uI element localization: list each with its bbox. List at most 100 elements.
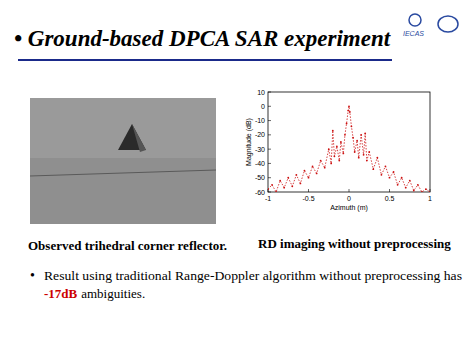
title: • Ground-based DPCA SAR experiment [14, 26, 391, 51]
series-point [385, 165, 387, 167]
series-point [372, 168, 374, 170]
series-point [368, 151, 370, 153]
series-line [268, 106, 430, 192]
series-point [360, 134, 362, 136]
series-point [283, 187, 285, 189]
series-point [409, 180, 411, 182]
corner-reflector-face [132, 124, 146, 152]
series-point [425, 188, 427, 190]
x-axis-label: Azimuth (m) [330, 204, 368, 212]
chart: -60 -50 -40 -30 -20 -10 0 10 -1 -0.5 0 0.5 1 Azimuth … [245, 89, 432, 213]
series-point [351, 125, 353, 127]
series-point [334, 155, 336, 157]
series-point [389, 177, 391, 179]
series-point [279, 180, 281, 182]
series-point [340, 141, 342, 143]
logo-mark-2 [438, 16, 458, 32]
logo-mark [409, 14, 421, 26]
series-point [287, 177, 289, 179]
x-tick-label: -0.5 [302, 195, 314, 202]
series-point [312, 165, 314, 167]
y-tick-label: -20 [255, 131, 265, 138]
series-point [352, 137, 354, 139]
y-tick [268, 134, 271, 135]
series-point [330, 163, 332, 165]
y-axis-label: Magnitude (dB) [245, 118, 253, 166]
series-point [328, 148, 330, 150]
y-tick-label: 0 [261, 103, 265, 110]
series-point [358, 157, 360, 159]
series-point [268, 188, 269, 190]
series-point [401, 177, 403, 179]
series-point [348, 105, 350, 107]
series-point [316, 173, 318, 175]
x-tick-label: -1 [265, 195, 271, 202]
series-point [346, 123, 348, 125]
logo-text: IECAS [403, 30, 424, 37]
series-point [381, 174, 383, 176]
series-point [413, 190, 415, 192]
y-tick [268, 177, 271, 178]
x-tick [268, 189, 269, 192]
series-point [349, 111, 351, 113]
y-tick-label: -50 [255, 174, 265, 181]
series-point [271, 184, 273, 186]
series-point [338, 160, 340, 162]
series-point [300, 183, 302, 185]
series-point [320, 160, 322, 162]
series-point [429, 191, 430, 192]
series-point [364, 133, 366, 135]
y-tick-label: -60 [255, 189, 265, 196]
bullet-marker: • [30, 268, 35, 283]
series-point [376, 157, 378, 159]
series-point [421, 191, 423, 192]
series-point [347, 110, 349, 112]
x-tick [308, 189, 309, 192]
y-tick [268, 192, 271, 193]
series-point [356, 140, 358, 142]
series-point [354, 151, 356, 153]
series-point [405, 187, 407, 189]
series-point [344, 134, 346, 136]
title-rule [18, 59, 392, 61]
y-tick-label: -30 [255, 146, 265, 153]
series-point [336, 145, 338, 147]
series-point [291, 185, 293, 187]
slide: • Ground-based DPCA SAR experiment IECAS -… [0, 0, 474, 355]
photo-shade [30, 98, 216, 158]
caption-left: Observed trihedral corner reflector. [28, 238, 227, 253]
caption-right: RD imaging without preprocessing [258, 236, 451, 251]
series-point [342, 153, 344, 155]
series-point [417, 184, 419, 186]
y-tick-label: -40 [255, 160, 265, 167]
bullet-tail: ambiguities. [81, 286, 145, 301]
series-point [393, 171, 395, 173]
series-point [304, 170, 306, 172]
series-point [324, 167, 326, 169]
series-point [308, 177, 310, 179]
y-tick [268, 149, 271, 150]
series-point [363, 154, 365, 156]
y-tick [268, 92, 271, 93]
y-tick [268, 163, 271, 164]
x-tick [349, 189, 350, 192]
series-point [275, 191, 277, 192]
bullet-highlight: -17dB [44, 286, 78, 301]
bullet-line-2: -17dBambiguities. [44, 286, 145, 301]
x-tick-label: 1 [428, 195, 432, 202]
series-point [366, 160, 368, 162]
plot-frame [268, 92, 430, 192]
y-tick [268, 106, 271, 107]
y-tick-label: -10 [255, 117, 265, 124]
photo [30, 98, 216, 224]
photo-seam [30, 170, 216, 176]
y-tick-label: 10 [257, 89, 265, 96]
y-tick [268, 120, 271, 121]
series-point [332, 130, 334, 132]
series-point [397, 184, 399, 186]
x-tick-label: 0.5 [385, 195, 395, 202]
bullet-text: Result using traditional Range-Doppler a… [44, 268, 462, 283]
x-tick [430, 189, 431, 192]
x-tick [389, 189, 390, 192]
x-tick-label: 0 [347, 195, 351, 202]
